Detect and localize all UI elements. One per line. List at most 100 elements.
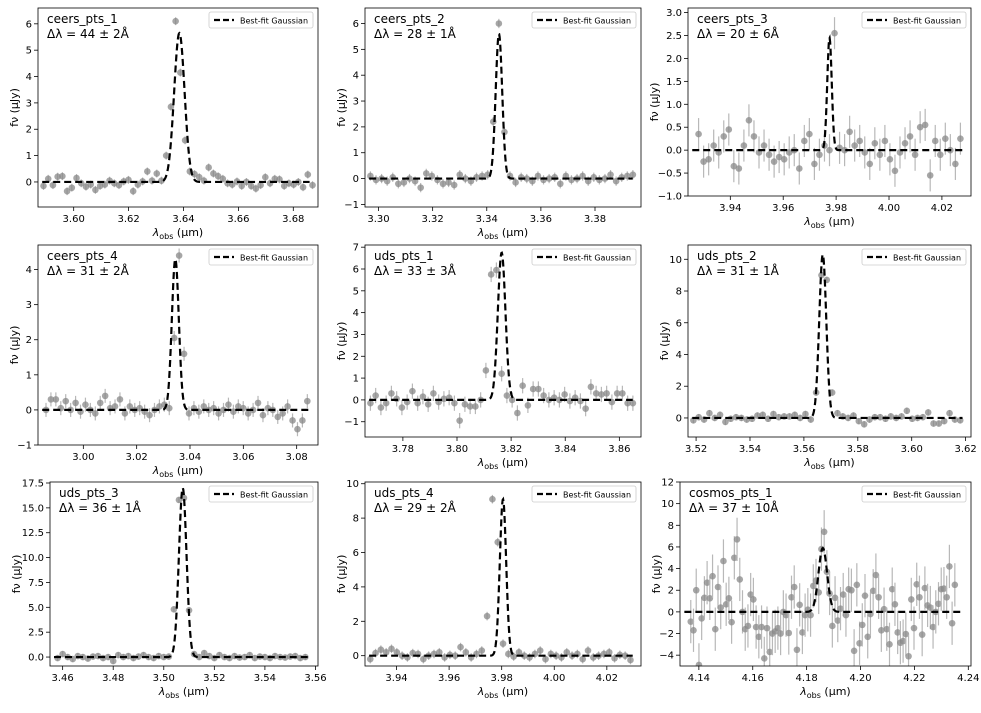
data-point	[160, 653, 168, 661]
x-tick-label: 4.02	[596, 673, 618, 684]
best-fit-gaussian-line	[684, 546, 963, 613]
x-label-unit: (µm)	[498, 226, 528, 239]
y-tick-label: 6	[353, 265, 359, 276]
x-label-unit: (µm)	[179, 685, 209, 698]
x-label-subscript: obs	[484, 232, 498, 241]
data-point	[162, 152, 170, 159]
panel-name: uds_pts_3	[59, 486, 119, 500]
legend-box	[861, 11, 967, 29]
data-point	[775, 153, 783, 161]
y-tick-label: 0.0	[28, 653, 44, 664]
data-point	[172, 17, 179, 25]
x-label-symbol: λ	[803, 215, 811, 228]
data-point	[735, 165, 743, 172]
data-point	[883, 625, 891, 633]
data-point	[886, 641, 893, 648]
data-point	[289, 417, 296, 424]
data-point	[875, 593, 882, 601]
data-point	[607, 171, 614, 178]
data-point	[834, 409, 841, 417]
data-point	[613, 390, 621, 397]
data-point	[802, 410, 809, 418]
data-point	[299, 183, 307, 191]
x-tick-label: 4.16	[742, 673, 764, 684]
data-point	[624, 399, 631, 407]
y-tick-label: 2	[26, 335, 32, 346]
y-tick-label: 2	[26, 125, 32, 136]
x-tick-label: 4.20	[849, 673, 871, 684]
data-point	[114, 651, 122, 659]
data-point	[709, 572, 716, 580]
plot-area	[42, 248, 311, 437]
data-point	[200, 649, 208, 657]
y-tick-label: 6	[668, 542, 674, 553]
data-point	[165, 404, 173, 412]
data-point	[728, 618, 735, 626]
data-point	[523, 175, 531, 182]
data-point	[510, 653, 517, 660]
data-point	[62, 397, 70, 405]
data-point	[175, 252, 183, 259]
data-point	[687, 618, 695, 625]
data-point	[451, 399, 458, 407]
data-point	[524, 402, 532, 409]
data-point	[790, 583, 798, 591]
data-point	[195, 173, 203, 181]
data-point	[750, 596, 757, 603]
y-tick-label: 6	[676, 318, 682, 329]
y-tick-label: 4	[353, 71, 359, 82]
panel-name: ceers_pts_1	[47, 12, 118, 26]
data-point	[598, 391, 605, 398]
data-point	[52, 396, 60, 403]
data-point	[811, 160, 818, 168]
data-point	[826, 146, 833, 154]
x-label-symbol: λ	[477, 685, 485, 698]
data-point	[755, 633, 763, 641]
axes-frame	[687, 244, 972, 438]
data-point	[462, 648, 470, 656]
data-point	[200, 403, 208, 410]
data-point	[948, 619, 956, 627]
data-point	[943, 593, 950, 601]
data-point	[740, 142, 748, 149]
x-label-subscript: obs	[484, 462, 498, 471]
y-tick-label: 1	[26, 151, 32, 162]
data-point	[395, 180, 402, 188]
data-point	[793, 646, 801, 654]
panel-name: uds_pts_1	[374, 249, 434, 263]
y-tick-label: 8	[668, 521, 674, 532]
data-point	[690, 626, 697, 634]
data-point	[185, 410, 193, 417]
best-fit-gaussian-line	[369, 32, 633, 180]
data-point	[929, 623, 937, 631]
data-point	[855, 417, 863, 425]
panel-name: ceers_pts_3	[697, 12, 768, 26]
panel-name: ceers_pts_2	[374, 12, 445, 26]
data-point	[177, 69, 184, 76]
data-point	[466, 403, 474, 410]
x-axis-label: λobs (µm)	[477, 456, 528, 471]
x-axis-label: λobs (µm)	[152, 464, 203, 479]
plot-area	[367, 251, 637, 429]
x-label-subscript: obs	[165, 691, 179, 700]
x-tick-label: 3.62	[954, 444, 976, 455]
axes-frame	[364, 244, 642, 438]
x-tick-label: 3.52	[203, 673, 225, 684]
y-axis-label: fν (µJy)	[650, 555, 663, 594]
y-tick-label: 3	[26, 300, 32, 311]
x-axis-label: λobs (µm)	[152, 226, 203, 241]
data-point	[801, 611, 809, 619]
y-tick-label: −1	[344, 417, 359, 428]
data-point	[450, 181, 458, 189]
data-point	[850, 647, 858, 655]
data-point	[714, 583, 722, 591]
y-tick-label: 0.5	[666, 123, 682, 134]
x-tick-label: 3.60	[63, 214, 85, 225]
legend-box	[208, 11, 314, 29]
data-point	[153, 170, 161, 177]
data-point	[382, 399, 390, 407]
data-point	[262, 173, 269, 181]
data-point	[774, 624, 782, 632]
data-point	[59, 650, 66, 658]
data-point	[121, 410, 129, 417]
